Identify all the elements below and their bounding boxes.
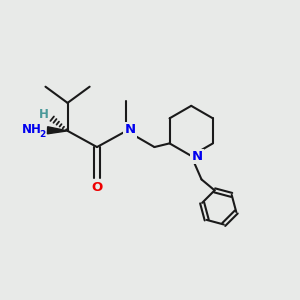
Text: N: N: [124, 124, 136, 136]
Text: N: N: [124, 124, 136, 136]
Text: N: N: [191, 150, 203, 163]
Text: N: N: [191, 150, 203, 163]
Text: O: O: [92, 181, 103, 194]
Text: 2: 2: [39, 130, 45, 139]
Polygon shape: [47, 127, 68, 134]
Text: H: H: [38, 108, 48, 121]
Text: NH: NH: [22, 124, 42, 136]
